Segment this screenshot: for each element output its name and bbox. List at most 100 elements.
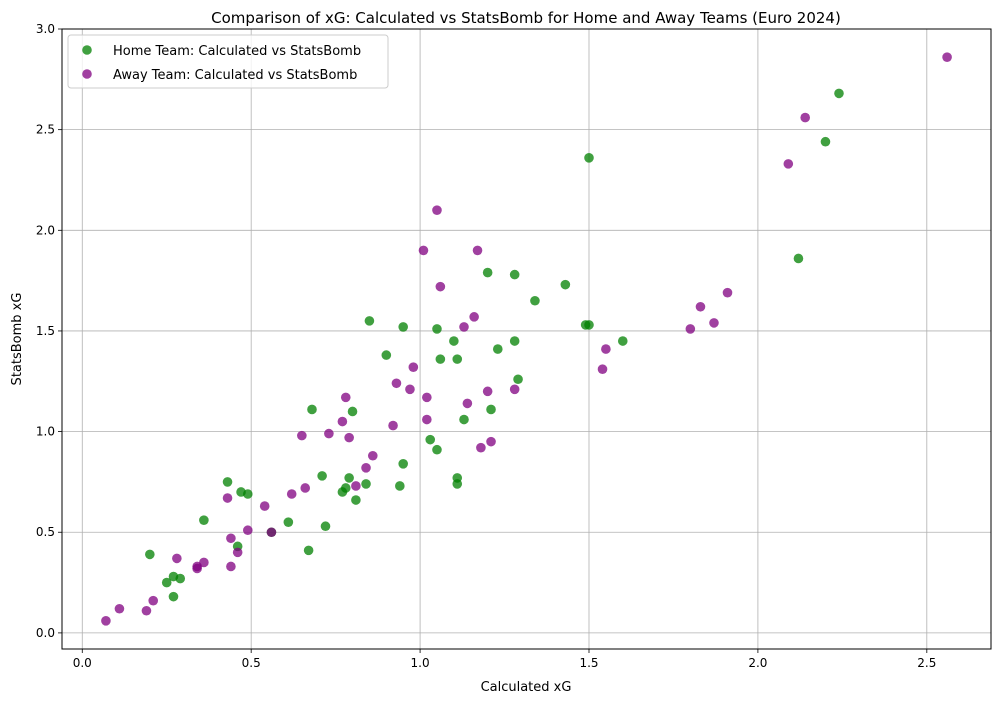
home-point [486,404,496,415]
home-point [283,517,294,527]
home-point [452,473,463,483]
away-point [597,364,608,374]
away-point [509,384,520,395]
home-point [361,479,371,489]
away-point [199,557,209,568]
home-point [340,483,351,493]
home-point [617,336,628,346]
away-point [601,344,611,354]
home-point [432,444,442,455]
home-point [175,573,186,584]
home-point [145,549,155,560]
away-point [367,450,378,461]
home-team-series [145,88,844,602]
away-point [422,392,432,403]
home-point [492,344,503,354]
legend-label-away: Away Team: Calculated vs StatsBomb [113,68,357,83]
data-points [101,52,952,626]
away-point [266,527,277,538]
home-point [395,481,405,491]
away-team-series [101,52,952,626]
away-point [148,595,159,606]
home-point [560,279,571,290]
away-point [800,112,810,123]
home-point [347,406,358,417]
away-point [259,501,270,511]
away-point [472,245,483,256]
away-point [685,324,696,334]
away-point [459,322,469,332]
home-point [161,577,172,588]
home-point [432,324,442,334]
away-point [324,428,334,439]
home-point [168,591,179,602]
away-point [709,318,719,328]
away-point [391,378,402,389]
legend: Home Team: Calculated vs StatsBomb Away … [67,34,389,89]
home-point [351,495,361,505]
away-point [388,420,398,431]
y-tick-label: 2.5 [36,123,55,137]
away-point [232,547,243,558]
away-point [783,159,794,169]
home-point [364,316,375,326]
away-point [422,414,432,425]
legend-label-home: Home Team: Calculated vs StatsBomb [113,44,361,59]
y-tick-label: 3.0 [36,22,55,36]
away-point [695,301,706,312]
away-point [469,312,479,322]
home-point [820,136,831,147]
y-tick-label: 2.0 [36,223,55,237]
away-point [361,463,371,473]
home-point [222,477,233,487]
away-point [297,430,307,441]
away-point [172,553,182,564]
chart-title: Comparison of xG: Calculated vs StatsBom… [211,9,841,27]
x-tick-label: 2.0 [748,656,767,670]
home-point [530,295,540,306]
home-point [307,404,317,415]
away-point [432,205,442,215]
home-point [482,267,493,278]
home-point [449,336,459,346]
home-point [459,414,469,425]
home-point [320,521,331,532]
x-axis-label: Calculated xG [481,680,572,695]
away-point [418,245,429,256]
y-tick-label: 0.0 [36,626,55,640]
legend-marker-away [82,69,92,79]
away-point [482,386,493,397]
home-point [425,434,436,445]
plot-area-frame [61,28,992,650]
home-point [513,374,523,385]
home-point [509,269,520,280]
home-point [834,88,844,99]
home-point [509,336,520,346]
legend-box [67,34,389,89]
x-tick-label: 2.5 [917,656,936,670]
home-point [398,322,408,332]
away-point [351,481,361,491]
away-point [226,533,236,544]
axis-ticks: 0.0 0.5 1.0 1.5 2.0 2.5 0.0 0.5 1.0 1.5 2.0 2.5 3.0 [36,22,936,670]
away-point [286,489,297,499]
away-point [476,442,486,453]
away-point [942,52,952,62]
x-tick-label: 1.0 [411,656,430,670]
grid-lines [62,28,991,649]
x-tick-label: 0.0 [73,656,92,670]
away-point [222,493,233,503]
away-point [141,605,152,616]
away-point [243,525,253,536]
away-point [337,416,348,427]
home-point [452,354,463,364]
home-point [398,459,408,469]
x-tick-label: 0.5 [242,656,261,670]
home-point [584,320,594,330]
home-point [344,473,354,483]
home-point [243,489,253,499]
away-point [486,436,496,447]
y-tick-label: 1.5 [36,324,55,338]
away-point [408,362,419,372]
away-point [340,392,351,403]
